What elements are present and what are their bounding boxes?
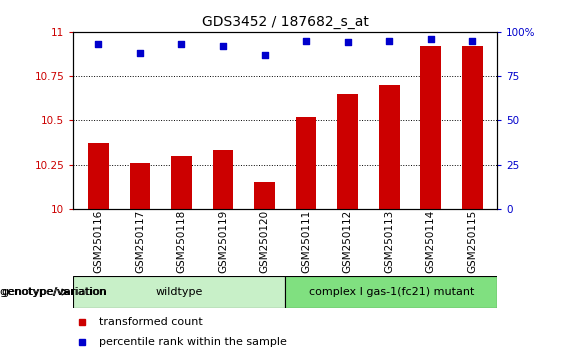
Bar [129, 163, 150, 209]
Text: percentile rank within the sample: percentile rank within the sample [99, 337, 287, 348]
Point [219, 43, 228, 49]
Point [302, 38, 311, 44]
Point [177, 41, 186, 47]
Point [343, 40, 352, 45]
Text: genotype/variation: genotype/variation [2, 287, 107, 297]
Point [426, 36, 435, 42]
Point [468, 38, 477, 44]
Title: GDS3452 / 187682_s_at: GDS3452 / 187682_s_at [202, 16, 369, 29]
Bar [420, 46, 441, 209]
Bar [462, 46, 483, 209]
Text: complex I gas-1(fc21) mutant: complex I gas-1(fc21) mutant [308, 287, 474, 297]
Bar [295, 117, 316, 209]
Text: genotype/variation: genotype/variation [0, 287, 110, 297]
Bar [254, 182, 275, 209]
Bar [337, 94, 358, 209]
Point [385, 38, 394, 44]
Point [94, 41, 103, 47]
Point [260, 52, 269, 58]
Bar [88, 143, 108, 209]
Bar [379, 85, 399, 209]
Text: transformed count: transformed count [99, 317, 203, 327]
Bar [73, 276, 285, 308]
Text: wildtype: wildtype [156, 287, 203, 297]
Point [136, 50, 145, 56]
Bar [212, 150, 233, 209]
Bar [171, 156, 192, 209]
Bar [285, 276, 497, 308]
